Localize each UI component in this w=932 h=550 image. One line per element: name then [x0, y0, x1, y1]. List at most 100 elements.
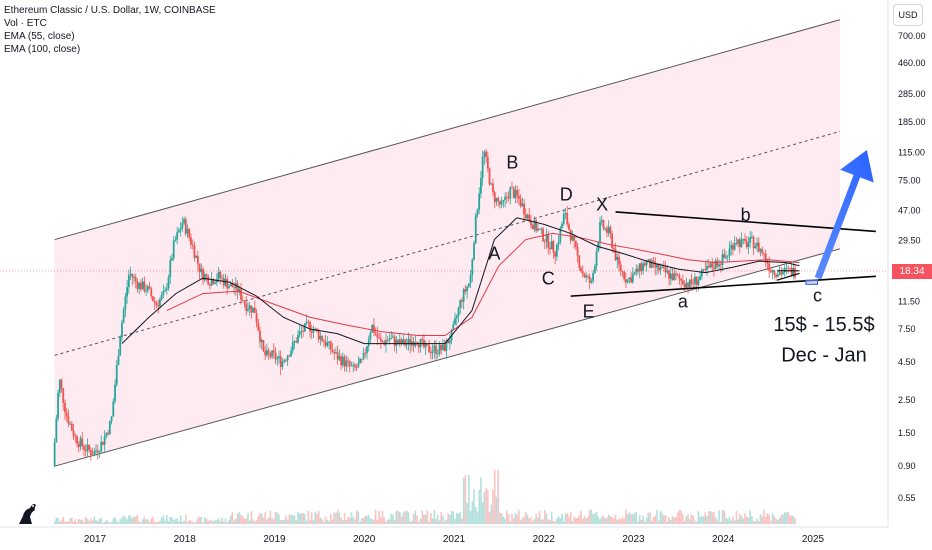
candles[interactable]	[53, 149, 796, 468]
volume-bar	[300, 512, 303, 524]
candle-body	[681, 280, 684, 285]
volume-bar	[442, 516, 444, 524]
volume-bar	[65, 521, 68, 524]
candle-body	[559, 228, 562, 242]
volume-bar	[250, 511, 253, 524]
volume-bar	[581, 518, 584, 524]
target-arrow[interactable]	[814, 149, 874, 280]
volume-bar	[699, 516, 701, 524]
wave-label-a[interactable]: a	[678, 291, 689, 311]
candle-body	[236, 283, 239, 293]
volume-bar	[133, 516, 135, 524]
wave-label-X[interactable]: X	[596, 195, 608, 215]
volume-bar	[687, 514, 689, 524]
trendline[interactable]	[570, 275, 876, 297]
volume-bar	[557, 516, 560, 524]
volume-bar	[83, 522, 85, 524]
volume-bar	[492, 489, 494, 524]
volume-bar	[288, 514, 291, 524]
volume-bar	[468, 474, 470, 524]
ema100-line[interactable]	[166, 232, 800, 336]
candle-body	[176, 232, 179, 240]
trendline[interactable]	[615, 211, 876, 233]
candle-body	[588, 276, 591, 283]
volume-bar	[86, 518, 89, 524]
candle-body	[469, 275, 472, 284]
volume-bar	[297, 512, 299, 524]
candle-body	[621, 271, 624, 272]
candle-body	[630, 277, 632, 283]
volume-bar	[606, 517, 608, 524]
volume-bar	[210, 520, 213, 524]
target-date-annotation[interactable]: Dec - Jan	[781, 344, 867, 366]
volume-bar	[780, 514, 783, 524]
candle-body	[371, 325, 374, 333]
channel-mid-line[interactable]	[54, 130, 841, 356]
indicator-ema55[interactable]: EMA (55, close)	[4, 31, 75, 42]
candle-body	[379, 338, 382, 342]
volume-bar	[770, 520, 772, 524]
target-box[interactable]	[805, 279, 818, 285]
candle-body	[198, 263, 201, 273]
candle-body	[312, 329, 315, 333]
volume-bar	[411, 520, 413, 524]
candle-body	[509, 187, 512, 199]
candle-body	[300, 331, 303, 332]
volume-bar	[88, 520, 90, 524]
volume-bar	[650, 520, 653, 524]
indicator-ema100[interactable]: EMA (100, close)	[4, 44, 81, 55]
candle-body	[642, 263, 645, 272]
volume-bar	[329, 513, 332, 524]
wave-label-A[interactable]: A	[488, 244, 500, 264]
candle-body	[773, 270, 776, 275]
ema55-line[interactable]	[121, 217, 800, 345]
wave-label-B[interactable]: B	[506, 153, 518, 173]
volume-bar	[785, 512, 788, 524]
volume-bar	[124, 517, 127, 524]
volume-bar	[525, 512, 527, 524]
volume-bar	[590, 509, 593, 524]
symbol-title[interactable]: Ethereum Classic / U.S. Dollar, 1W, COIN…	[4, 5, 216, 16]
channel-lower-line[interactable]	[54, 248, 841, 467]
volume-bar	[354, 519, 356, 524]
candle-body	[133, 277, 135, 278]
volume-bar	[426, 510, 429, 524]
indicator-volume[interactable]: Vol · ETC	[4, 18, 47, 29]
channel-upper-line[interactable]	[54, 19, 841, 241]
candle-body	[247, 308, 249, 311]
candle-body	[162, 291, 165, 296]
candle-body	[742, 238, 745, 240]
candle-body	[737, 239, 739, 244]
candle-body	[669, 273, 672, 279]
candle-body	[697, 280, 700, 285]
volume-bar	[597, 516, 600, 524]
wave-label-c[interactable]: c	[813, 286, 822, 306]
y-tick-label: 0.55	[898, 493, 916, 503]
tradingview-logo-icon[interactable]	[16, 500, 40, 526]
volume-bar	[752, 521, 755, 524]
candle-body	[340, 356, 343, 366]
volume-bar	[733, 520, 736, 524]
volume-bar	[530, 516, 532, 524]
candle-body	[124, 296, 127, 310]
volume-bar	[619, 519, 622, 524]
volume-bar	[713, 511, 715, 524]
currency-button[interactable]: USD	[893, 4, 923, 26]
wave-label-b[interactable]: b	[741, 205, 751, 225]
wave-label-D[interactable]: D	[560, 184, 573, 204]
wave-label-E[interactable]: E	[583, 301, 595, 321]
trendline[interactable]	[776, 272, 800, 281]
volume-bar	[302, 513, 304, 524]
volume-bar	[519, 520, 522, 524]
volume-bar	[543, 510, 546, 524]
candle-body	[531, 225, 534, 230]
target-price-annotation[interactable]: 15$ - 15.5$	[773, 314, 874, 336]
wave-label-C[interactable]: C	[542, 268, 555, 288]
candle-body	[409, 339, 412, 346]
x-tick-label: 2022	[533, 534, 556, 545]
chart-legend: Ethereum Classic / U.S. Dollar, 1W, COIN…	[4, 4, 216, 56]
candle-body	[373, 325, 375, 333]
y-tick-label: 185.00	[898, 117, 926, 127]
volume-bar	[531, 521, 534, 524]
